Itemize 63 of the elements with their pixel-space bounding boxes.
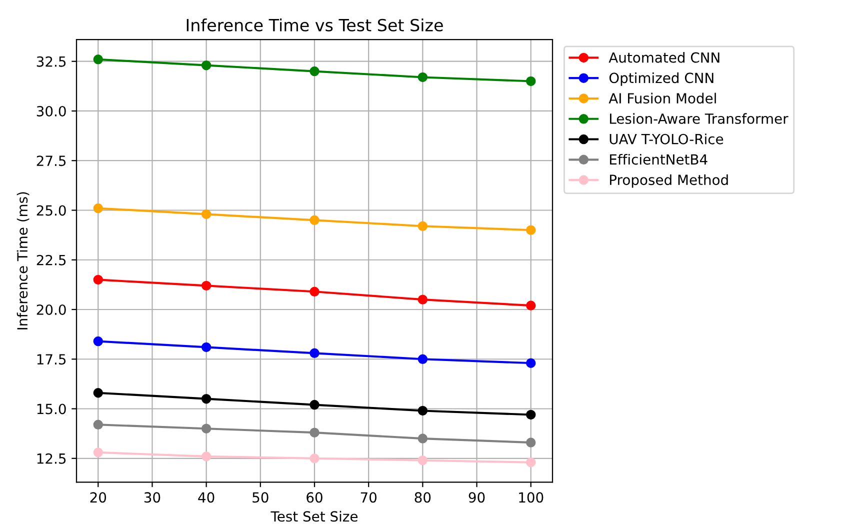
point [526,358,536,368]
x-tick-label: 70 [360,492,377,503]
y-tick-label: 32.5 [36,56,66,67]
point [93,388,103,398]
legend-label: Optimized CNN [609,72,714,86]
point [418,221,428,231]
point [93,274,103,285]
y-tick-label: 20.0 [36,304,66,315]
point [418,456,428,466]
point [526,410,536,420]
x-tick-label: 60 [306,492,322,503]
y-axis-title: Inference Time (ms) [16,192,30,330]
point [201,394,212,404]
x-tick-label: 90 [468,492,485,503]
point [526,76,536,86]
point [418,294,428,304]
y-tick-label: 15.0 [37,404,66,414]
y-tick-label: 25.0 [36,205,66,216]
point [310,66,320,76]
x-tick-label: 20 [90,492,106,503]
y-tick-label: 12.5 [37,453,66,464]
y-tick-label: 30.0 [36,106,66,116]
x-tick-label: 30 [144,492,160,503]
x-tick-label: 40 [198,492,214,503]
point [310,286,320,296]
point [418,406,428,416]
point [418,434,428,444]
point [418,72,428,82]
point [93,448,103,458]
legend-label: Automated CNN [608,52,720,63]
point [93,420,103,430]
point [526,438,536,448]
point [310,348,320,358]
point [310,400,320,410]
point [93,54,103,64]
point [201,424,212,434]
point [93,336,103,346]
point [310,428,320,438]
y-tick-label: 22.5 [36,254,66,266]
point [201,342,212,352]
point [93,203,103,214]
point [201,60,212,70]
x-axis-title: Test Set Size [270,510,358,522]
y-tick-label: 27.5 [36,156,66,166]
point [310,215,320,226]
point [310,454,320,464]
legend-label: AI Fusion Model [608,92,716,104]
legend-label: Proposed Method [610,174,728,188]
chart-title: Inference Time vs Test Set Size [186,18,443,32]
x-tick-label: 80 [414,492,431,503]
point [526,457,536,468]
x-tick-label: 50 [252,492,268,503]
point [201,209,212,220]
legend-label: UAV T-YOLO-Rice [610,134,724,144]
point [201,280,212,291]
x-tick-label: 100 [519,492,544,503]
point [526,225,536,235]
legend-label: Lesion-Aware Transformer [610,113,788,124]
point [201,452,212,462]
point [418,354,428,364]
y-tick-label: 17.5 [37,354,66,365]
legend-label: EfficientNetB4 [610,154,708,165]
point [526,300,536,310]
